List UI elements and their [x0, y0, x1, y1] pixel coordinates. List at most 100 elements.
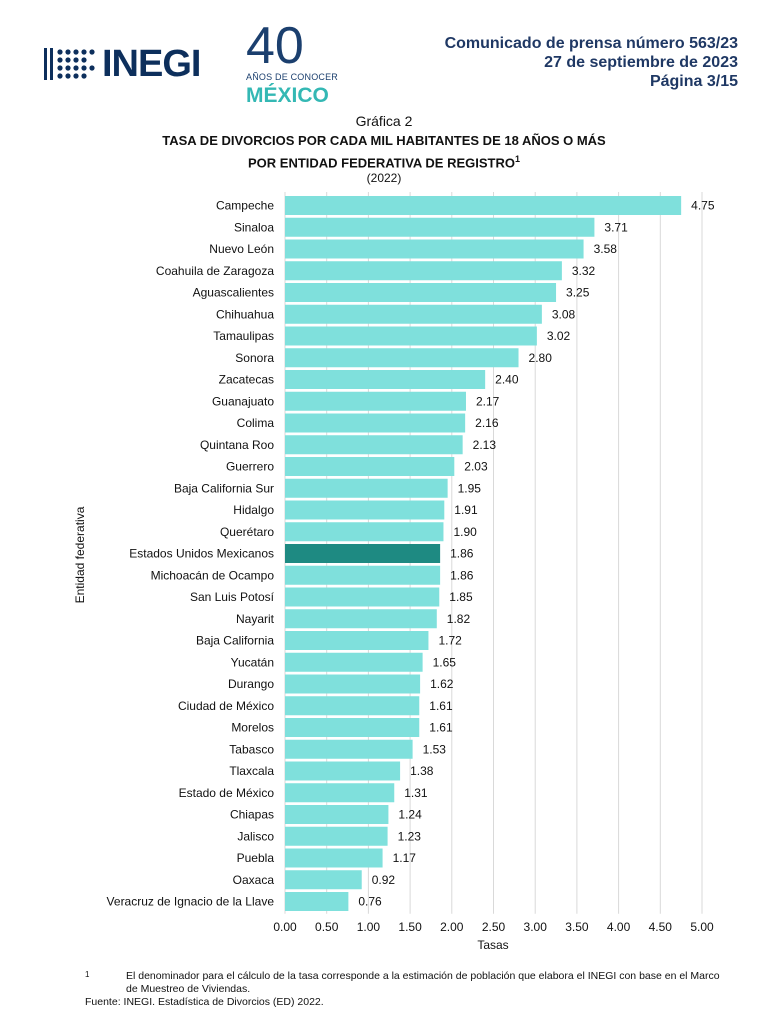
value-label: 2.16 — [475, 416, 499, 430]
value-label: 1.85 — [449, 590, 473, 604]
bar — [285, 826, 388, 846]
bar — [285, 739, 413, 759]
value-labels: 4.75 3.71 3.58 3.32 3.25 3.08 3.02 2.80 2.40 2.17… — [358, 199, 714, 909]
bar — [285, 783, 395, 803]
category-label: Zacatecas — [219, 373, 274, 387]
anniversary-subtitle: AÑOS DE CONOCER — [246, 72, 339, 82]
x-tick-labels: 0.00 0.50 1.00 1.50 2.00 2.50 3.00 3.50 4.00 4.50… — [273, 920, 714, 934]
value-label: 1.95 — [458, 481, 482, 495]
value-label: 3.25 — [566, 286, 590, 300]
bar — [285, 435, 463, 455]
bar — [285, 674, 421, 694]
value-label: 1.23 — [398, 829, 422, 843]
category-label: Hidalgo — [233, 503, 274, 517]
value-label: 0.76 — [358, 895, 382, 909]
inegi-dots-icon — [44, 48, 95, 80]
chart-heading: Gráfica 2 TASA DE DIVORCIOS POR CADA MIL… — [0, 113, 768, 186]
x-tick-label: 2.50 — [482, 920, 506, 934]
bar — [285, 718, 420, 737]
category-label: San Luis Potosí — [190, 590, 275, 604]
value-label: 1.72 — [438, 634, 462, 648]
value-label: 1.31 — [404, 786, 428, 800]
value-label: 1.38 — [410, 764, 434, 778]
bar — [285, 239, 584, 259]
category-label: Baja California — [196, 634, 274, 648]
category-label: Tamaulipas — [213, 329, 274, 343]
category-label: Aguascalientes — [193, 286, 274, 300]
value-label: 1.65 — [433, 655, 457, 669]
value-label: 1.91 — [454, 503, 478, 517]
press-release-header: Comunicado de prensa número 563/23 27 de… — [445, 34, 738, 91]
category-label: Nayarit — [236, 612, 275, 626]
category-label: Coahuila de Zaragoza — [156, 264, 274, 278]
bars — [285, 196, 682, 911]
anniversary-logo: 40 AÑOS DE CONOCER MÉXICO — [244, 18, 344, 108]
bar — [285, 391, 466, 411]
value-label: 3.71 — [604, 220, 628, 234]
chart-title-line2: POR ENTIDAD FEDERATIVA DE REGISTRO1 — [0, 151, 768, 171]
y-axis-label: Entidad federativa — [73, 506, 87, 604]
category-label: Oaxaca — [233, 873, 275, 887]
bar — [285, 848, 383, 868]
category-label: Veracruz de Ignacio de la Llave — [107, 895, 275, 909]
x-tick-label: 1.00 — [357, 920, 381, 934]
x-tick-label: 1.50 — [398, 920, 422, 934]
source-note: Fuente: INEGI. Estadística de Divorcios … — [85, 996, 324, 1008]
x-tick-label: 4.50 — [649, 920, 673, 934]
bar — [285, 196, 682, 215]
value-label: 4.75 — [691, 199, 715, 213]
page-number: Página 3/15 — [649, 73, 738, 90]
title-footnote-ref: 1 — [514, 154, 520, 164]
category-labels: Campeche Sinaloa Nuevo León Coahuila de Zar… — [107, 199, 275, 909]
category-label: Baja California Sur — [174, 481, 274, 495]
x-tick-label: 0.50 — [315, 920, 339, 934]
bar — [285, 478, 448, 498]
value-label: 3.32 — [572, 264, 596, 278]
category-label: Yucatán — [231, 655, 274, 669]
bar — [285, 217, 595, 237]
bar — [285, 892, 349, 911]
x-tick-label: 2.00 — [440, 920, 464, 934]
x-tick-label: 5.00 — [690, 920, 714, 934]
bar — [285, 304, 542, 324]
category-label: Estados Unidos Mexicanos — [129, 547, 274, 561]
category-label: Campeche — [216, 199, 274, 213]
value-label: 3.58 — [594, 242, 618, 256]
value-label: 1.86 — [450, 547, 474, 561]
value-label: 2.13 — [473, 438, 497, 452]
x-tick-label: 0.00 — [273, 920, 297, 934]
bar-chart: Campeche Sinaloa Nuevo León Coahuila de Zar… — [107, 192, 715, 934]
category-label: Sonora — [235, 351, 274, 365]
bar — [285, 761, 401, 781]
inegi-logo: INEGI — [44, 44, 214, 84]
footnote-mark: 1 — [85, 970, 90, 979]
value-label: 1.24 — [398, 808, 422, 822]
bar-highlight — [285, 544, 441, 563]
category-label: Tlaxcala — [229, 764, 274, 778]
bar — [285, 348, 519, 368]
bar — [285, 805, 389, 824]
value-label: 3.08 — [552, 307, 576, 321]
value-label: 1.53 — [423, 742, 447, 756]
value-label: 1.61 — [429, 721, 453, 735]
bar — [285, 500, 445, 520]
value-label: 0.92 — [372, 873, 396, 887]
value-label: 1.86 — [450, 568, 474, 582]
bar — [285, 457, 455, 476]
anniversary-country: MÉXICO — [246, 84, 329, 107]
bar — [285, 326, 537, 346]
value-label: 2.40 — [495, 373, 519, 387]
category-label: Nuevo León — [209, 242, 274, 256]
category-label: Guanajuato — [212, 394, 274, 408]
bar — [285, 652, 423, 672]
value-label: 1.82 — [447, 612, 471, 626]
x-axis-label: Tasas — [477, 938, 509, 952]
value-label: 2.17 — [476, 394, 500, 408]
value-label: 1.61 — [429, 699, 453, 713]
category-label: Tabasco — [229, 742, 274, 756]
bar — [285, 609, 437, 629]
category-label: Ciudad de México — [178, 699, 274, 713]
category-label: Querétaro — [220, 525, 274, 539]
bar — [285, 565, 441, 585]
category-label: Morelos — [231, 721, 274, 735]
